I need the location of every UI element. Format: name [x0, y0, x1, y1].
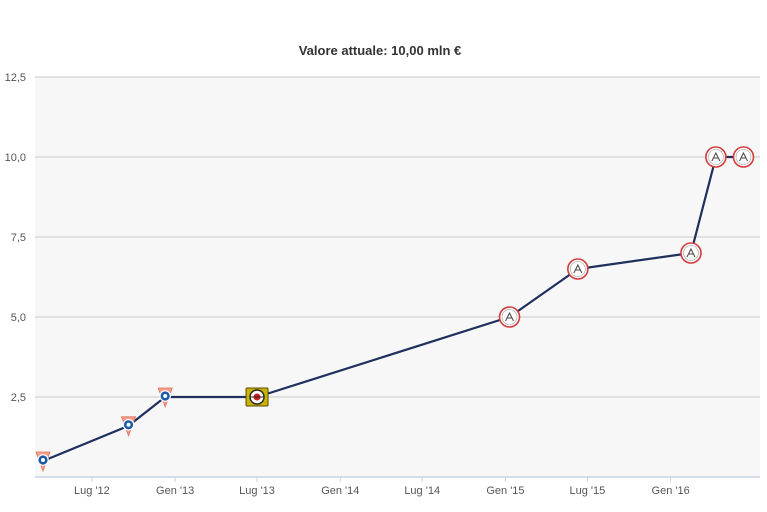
club-crest-ajax-icon — [680, 242, 702, 264]
data-point[interactable] — [732, 146, 755, 168]
club-crest-ajax-icon — [705, 146, 727, 168]
y-tick-label: 12,5 — [5, 72, 26, 84]
club-crest-ajax-icon — [732, 146, 755, 168]
club-crest-leverkusen-icon — [245, 387, 269, 407]
x-tick-label: Lug '15 — [569, 485, 605, 497]
club-crest-schalke-icon — [120, 416, 137, 437]
club-crest-ajax-icon — [567, 258, 589, 280]
x-tick-label: Lug '14 — [404, 485, 440, 497]
y-tick-label: 10,0 — [5, 152, 26, 164]
club-crest-schalke-icon — [157, 387, 173, 409]
axis-layer: 2,5 5,0 7,5 10,0 12,5 Lug '12 Gen '13 Lug '13 Ge… — [5, 72, 760, 497]
y-tick-label: 5,0 — [11, 312, 26, 324]
data-point[interactable] — [567, 258, 589, 280]
data-point[interactable] — [157, 387, 173, 409]
y-tick-label: 2,5 — [11, 392, 26, 404]
club-crest-schalke-icon — [35, 451, 51, 473]
x-tick-label: Lug '12 — [74, 485, 110, 497]
x-tick-label: Gen '16 — [652, 485, 690, 497]
y-tick-label: 7,5 — [11, 232, 26, 244]
data-point[interactable] — [35, 451, 51, 473]
grid-layer — [35, 76, 760, 477]
data-point[interactable] — [498, 306, 521, 328]
club-crest-ajax-icon — [498, 306, 521, 328]
plot-area — [35, 77, 760, 477]
data-point[interactable] — [120, 416, 137, 437]
chart-title: Valore attuale: 10,00 mln € — [299, 43, 462, 58]
data-point[interactable] — [245, 387, 269, 407]
marker-layer — [35, 146, 755, 473]
x-tick-label: Gen '13 — [156, 485, 194, 497]
data-point[interactable] — [705, 146, 727, 168]
x-tick-label: Lug '13 — [239, 485, 275, 497]
data-point[interactable] — [680, 242, 702, 264]
x-tick-label: Gen '15 — [486, 485, 524, 497]
x-tick-label: Gen '14 — [321, 485, 359, 497]
